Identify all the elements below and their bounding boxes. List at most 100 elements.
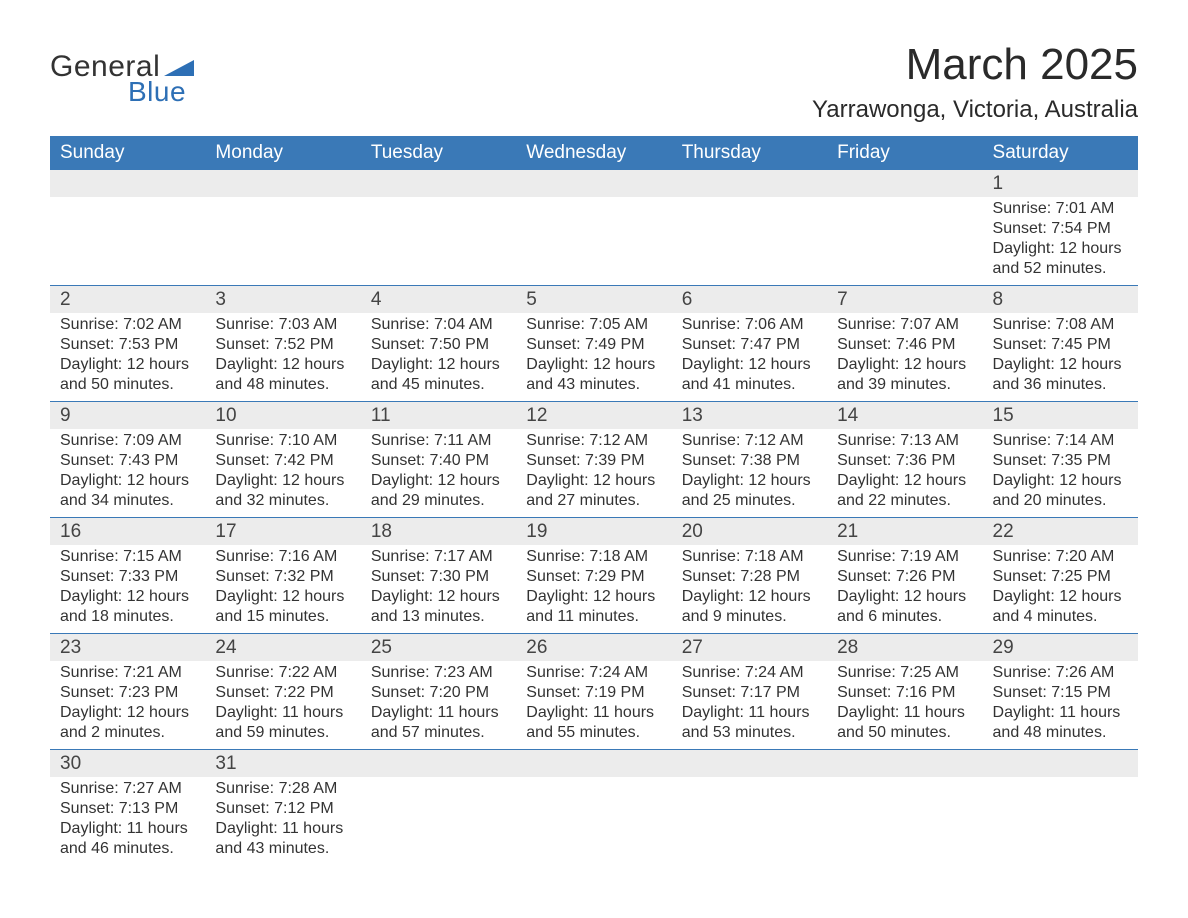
daylight-text: Daylight: 11 hours and 50 minutes. (837, 703, 972, 743)
day-detail-cell: Sunrise: 7:09 AMSunset: 7:43 PMDaylight:… (50, 429, 205, 518)
day-number-cell (827, 750, 982, 777)
day-number-cell: 14 (827, 402, 982, 429)
day-number-cell: 18 (361, 518, 516, 545)
day-detail-cell (672, 777, 827, 865)
daylight-text: Daylight: 12 hours and 15 minutes. (215, 587, 350, 627)
sunset-text: Sunset: 7:42 PM (215, 451, 350, 471)
sunrise-text: Sunrise: 7:14 AM (993, 431, 1128, 451)
day-detail-cell (827, 777, 982, 865)
day-detail-cell (827, 197, 982, 286)
day-number-cell (361, 750, 516, 777)
sunrise-text: Sunrise: 7:17 AM (371, 547, 506, 567)
sunrise-text: Sunrise: 7:15 AM (60, 547, 195, 567)
day-detail-cell (205, 197, 360, 286)
sunrise-text: Sunrise: 7:06 AM (682, 315, 817, 335)
sunrise-text: Sunrise: 7:13 AM (837, 431, 972, 451)
day-number-cell: 23 (50, 634, 205, 661)
sunset-text: Sunset: 7:46 PM (837, 335, 972, 355)
day-number-cell: 11 (361, 402, 516, 429)
day-detail-row: Sunrise: 7:27 AMSunset: 7:13 PMDaylight:… (50, 777, 1138, 865)
sunrise-text: Sunrise: 7:26 AM (993, 663, 1128, 683)
daylight-text: Daylight: 12 hours and 29 minutes. (371, 471, 506, 511)
sunset-text: Sunset: 7:26 PM (837, 567, 972, 587)
day-detail-cell: Sunrise: 7:19 AMSunset: 7:26 PMDaylight:… (827, 545, 982, 634)
day-number-cell: 30 (50, 750, 205, 777)
day-number-cell (205, 170, 360, 197)
day-detail-cell: Sunrise: 7:24 AMSunset: 7:19 PMDaylight:… (516, 661, 671, 750)
day-detail-cell: Sunrise: 7:03 AMSunset: 7:52 PMDaylight:… (205, 313, 360, 402)
day-number-row: 16171819202122 (50, 518, 1138, 545)
day-detail-cell (361, 777, 516, 865)
day-number-cell (827, 170, 982, 197)
day-number-row: 1 (50, 170, 1138, 197)
day-number-cell: 19 (516, 518, 671, 545)
day-detail-cell: Sunrise: 7:08 AMSunset: 7:45 PMDaylight:… (983, 313, 1138, 402)
daylight-text: Daylight: 12 hours and 32 minutes. (215, 471, 350, 511)
daylight-text: Daylight: 12 hours and 25 minutes. (682, 471, 817, 511)
title-block: March 2025 Yarrawonga, Victoria, Austral… (812, 40, 1138, 124)
sunset-text: Sunset: 7:52 PM (215, 335, 350, 355)
sunset-text: Sunset: 7:29 PM (526, 567, 661, 587)
day-number-cell (672, 170, 827, 197)
day-detail-cell: Sunrise: 7:20 AMSunset: 7:25 PMDaylight:… (983, 545, 1138, 634)
day-detail-cell: Sunrise: 7:05 AMSunset: 7:49 PMDaylight:… (516, 313, 671, 402)
day-detail-cell: Sunrise: 7:16 AMSunset: 7:32 PMDaylight:… (205, 545, 360, 634)
daylight-text: Daylight: 12 hours and 41 minutes. (682, 355, 817, 395)
day-detail-cell: Sunrise: 7:10 AMSunset: 7:42 PMDaylight:… (205, 429, 360, 518)
sunset-text: Sunset: 7:25 PM (993, 567, 1128, 587)
day-detail-row: Sunrise: 7:15 AMSunset: 7:33 PMDaylight:… (50, 545, 1138, 634)
sunset-text: Sunset: 7:16 PM (837, 683, 972, 703)
day-header: Wednesday (516, 136, 671, 170)
sunrise-text: Sunrise: 7:07 AM (837, 315, 972, 335)
daylight-text: Daylight: 11 hours and 55 minutes. (526, 703, 661, 743)
calendar-table: Sunday Monday Tuesday Wednesday Thursday… (50, 136, 1138, 865)
daylight-text: Daylight: 12 hours and 43 minutes. (526, 355, 661, 395)
daylight-text: Daylight: 11 hours and 53 minutes. (682, 703, 817, 743)
daylight-text: Daylight: 12 hours and 45 minutes. (371, 355, 506, 395)
day-header: Thursday (672, 136, 827, 170)
daylight-text: Daylight: 12 hours and 27 minutes. (526, 471, 661, 511)
sunset-text: Sunset: 7:17 PM (682, 683, 817, 703)
sunset-text: Sunset: 7:49 PM (526, 335, 661, 355)
daylight-text: Daylight: 12 hours and 48 minutes. (215, 355, 350, 395)
location-subtitle: Yarrawonga, Victoria, Australia (812, 96, 1138, 124)
day-number-cell: 27 (672, 634, 827, 661)
sunset-text: Sunset: 7:13 PM (60, 799, 195, 819)
day-number-cell: 15 (983, 402, 1138, 429)
day-number-cell: 25 (361, 634, 516, 661)
day-number-cell: 2 (50, 286, 205, 313)
day-number-cell: 13 (672, 402, 827, 429)
day-header: Tuesday (361, 136, 516, 170)
daylight-text: Daylight: 11 hours and 57 minutes. (371, 703, 506, 743)
day-detail-cell: Sunrise: 7:13 AMSunset: 7:36 PMDaylight:… (827, 429, 982, 518)
sunset-text: Sunset: 7:39 PM (526, 451, 661, 471)
day-number-cell: 10 (205, 402, 360, 429)
day-number-cell: 7 (827, 286, 982, 313)
daylight-text: Daylight: 11 hours and 46 minutes. (60, 819, 195, 859)
day-number-cell: 5 (516, 286, 671, 313)
day-detail-cell (50, 197, 205, 286)
day-detail-cell: Sunrise: 7:06 AMSunset: 7:47 PMDaylight:… (672, 313, 827, 402)
day-detail-cell: Sunrise: 7:02 AMSunset: 7:53 PMDaylight:… (50, 313, 205, 402)
day-number-cell: 31 (205, 750, 360, 777)
daylight-text: Daylight: 11 hours and 43 minutes. (215, 819, 350, 859)
daylight-text: Daylight: 12 hours and 18 minutes. (60, 587, 195, 627)
day-number-cell: 12 (516, 402, 671, 429)
day-number-row: 3031 (50, 750, 1138, 777)
sunset-text: Sunset: 7:33 PM (60, 567, 195, 587)
daylight-text: Daylight: 12 hours and 50 minutes. (60, 355, 195, 395)
sunrise-text: Sunrise: 7:12 AM (682, 431, 817, 451)
sunrise-text: Sunrise: 7:24 AM (526, 663, 661, 683)
day-detail-row: Sunrise: 7:02 AMSunset: 7:53 PMDaylight:… (50, 313, 1138, 402)
day-detail-cell: Sunrise: 7:14 AMSunset: 7:35 PMDaylight:… (983, 429, 1138, 518)
day-detail-cell: Sunrise: 7:01 AMSunset: 7:54 PMDaylight:… (983, 197, 1138, 286)
sunset-text: Sunset: 7:53 PM (60, 335, 195, 355)
day-number-cell: 21 (827, 518, 982, 545)
sunset-text: Sunset: 7:15 PM (993, 683, 1128, 703)
sunset-text: Sunset: 7:22 PM (215, 683, 350, 703)
sunrise-text: Sunrise: 7:12 AM (526, 431, 661, 451)
day-number-row: 9101112131415 (50, 402, 1138, 429)
daylight-text: Daylight: 12 hours and 2 minutes. (60, 703, 195, 743)
day-detail-cell: Sunrise: 7:18 AMSunset: 7:28 PMDaylight:… (672, 545, 827, 634)
sunrise-text: Sunrise: 7:18 AM (682, 547, 817, 567)
